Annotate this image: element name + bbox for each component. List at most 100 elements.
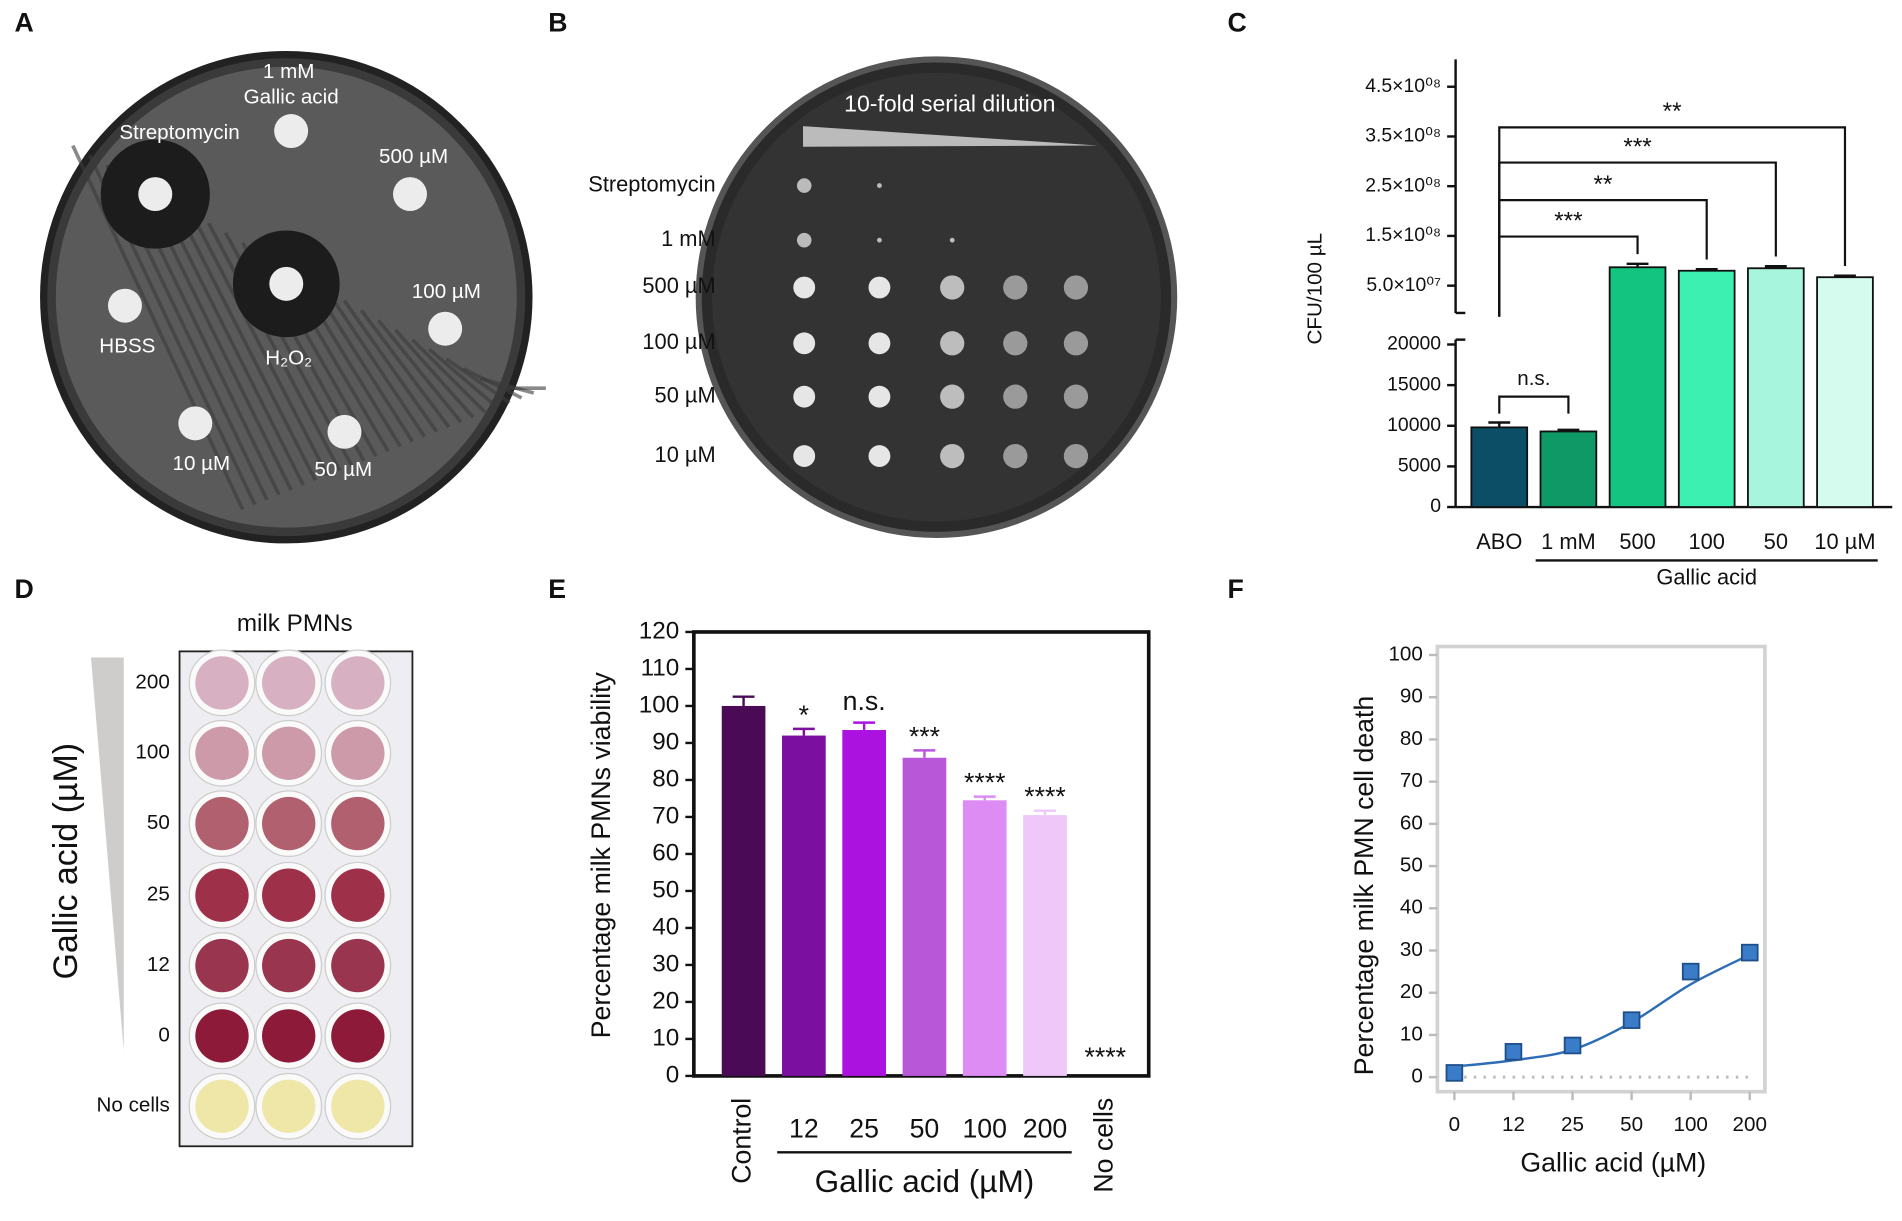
y-tick-label: 20 [652, 987, 679, 1014]
plate-label: 100 µM [412, 280, 481, 303]
significance: **** [964, 768, 1006, 798]
bracket [1498, 395, 1570, 414]
bar [721, 705, 766, 1076]
plate-label: Streptomycin [119, 121, 239, 144]
y-tick-label: 2.5×10⁰⁸ [1365, 174, 1441, 196]
x-tick-label: 50 [1620, 1113, 1643, 1136]
x-tick-label: 12 [789, 1114, 819, 1144]
well [195, 656, 249, 710]
x-tick-label: Control [727, 1098, 757, 1184]
spot [793, 385, 816, 408]
streak [360, 309, 451, 429]
streak [173, 202, 318, 482]
bar [782, 735, 826, 1076]
y-tick-label: 10 [652, 1024, 679, 1051]
y-tick-label: 1.5×10⁰⁸ [1365, 224, 1441, 246]
bar [1608, 266, 1667, 508]
significance: *** [909, 721, 940, 751]
row-label: 100 µM [642, 329, 715, 354]
panel-letter: D [15, 574, 34, 604]
spot [1063, 331, 1089, 356]
bar [1747, 267, 1805, 508]
well [331, 1009, 385, 1063]
colony [949, 237, 955, 243]
well [331, 726, 385, 780]
disk [269, 266, 304, 301]
streak [71, 144, 245, 511]
well [195, 1079, 249, 1133]
plate-label: 500 µM [379, 145, 448, 168]
bracket [1498, 199, 1708, 317]
x-tick-label: ABO [1476, 529, 1522, 554]
colony [796, 232, 812, 248]
y-tick-label: 20 [1400, 980, 1423, 1003]
streak [207, 222, 342, 472]
plate-label: H₂O₂ [265, 346, 312, 369]
point [1681, 962, 1700, 981]
disk [274, 114, 309, 148]
bar [1023, 815, 1067, 1076]
streak [479, 376, 535, 395]
well [331, 656, 385, 710]
spot [940, 331, 965, 356]
spot [1003, 331, 1028, 356]
well [331, 1079, 385, 1133]
streak [343, 299, 439, 433]
y-tick-label: 90 [1400, 685, 1423, 708]
y-tick-label: 20000 [1387, 333, 1441, 355]
row-label: 100 [135, 741, 169, 764]
x-tick-label: 25 [1561, 1113, 1584, 1136]
well [195, 868, 249, 922]
panel-letter: E [548, 574, 566, 604]
y-tick-label: 60 [1400, 811, 1423, 834]
x-tick-label: 50 [910, 1114, 940, 1144]
well [262, 656, 316, 710]
row-label: 50 µM [655, 382, 716, 407]
row-label: 1 mM [661, 226, 716, 251]
well [262, 938, 316, 993]
well [195, 938, 249, 993]
plate-label: 10 µM [173, 452, 231, 475]
y-tick-label: 40 [1400, 896, 1423, 919]
significance: ** [1594, 171, 1613, 198]
row-label: 12 [147, 953, 170, 976]
bracket [1498, 126, 1847, 317]
plot-frame [1435, 644, 1767, 1094]
spot [793, 445, 816, 468]
streak [411, 338, 487, 414]
y-tick-label: 90 [652, 728, 679, 755]
significance: * [799, 700, 809, 730]
x-tick-label: 100 [1673, 1113, 1707, 1136]
plate-title: milk PMNs [237, 610, 353, 637]
bar [902, 757, 947, 1076]
significance: **** [1024, 782, 1066, 812]
y-tick-label: 4.5×10⁰⁸ [1365, 75, 1441, 97]
y-tick-label: 80 [1400, 727, 1423, 750]
spot [1063, 384, 1089, 409]
spot [1003, 443, 1028, 469]
y-tick-label: 3.5×10⁰⁸ [1365, 125, 1441, 147]
well [331, 868, 385, 922]
x-tick-label: 200 [1733, 1113, 1767, 1136]
disk [393, 177, 427, 212]
colony [796, 178, 812, 193]
plate-axis-label: Gallic acid (µM) [47, 743, 85, 980]
plate-inner [712, 72, 1161, 522]
disk [107, 288, 142, 323]
spot [940, 384, 965, 409]
spot [868, 332, 891, 355]
row-label: Streptomycin [588, 171, 715, 196]
row-label: 0 [158, 1023, 169, 1046]
y-tick-label: 0 [666, 1061, 679, 1088]
spot [868, 385, 891, 408]
well [262, 1079, 316, 1133]
streak [428, 347, 499, 409]
y-tick-label: 0 [1411, 1065, 1422, 1088]
bar [1539, 430, 1598, 508]
well [195, 1009, 249, 1063]
spot [1063, 443, 1089, 469]
panel-letter: A [15, 7, 34, 37]
row-label: 10 µM [655, 442, 716, 467]
x-tick-label: No cells [1088, 1098, 1118, 1193]
